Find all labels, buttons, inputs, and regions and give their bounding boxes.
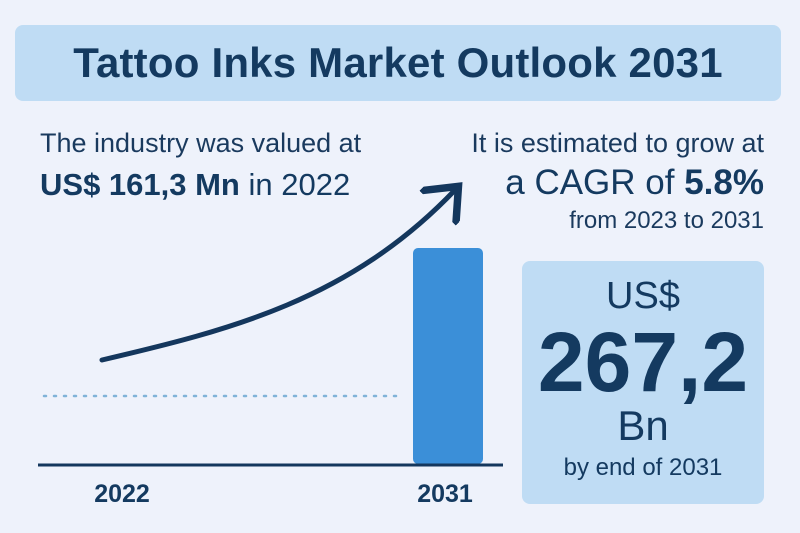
valuation-intro: The industry was valued at [40, 128, 362, 158]
projected-value: 267,2 [537, 315, 749, 409]
valuation-year: in 2022 [248, 167, 351, 202]
valuation-line: US$ 161,3 Mn in 2022 [40, 167, 361, 203]
cagr-value: 5.8% [684, 163, 764, 202]
projected-value-card: US$ 267,2 Bn by end of 2031 [522, 261, 764, 504]
projected-currency: US$ [606, 275, 680, 317]
valuation-note: The industry was valued at US$ 161,3 Mn … [40, 128, 361, 203]
growth-arrow [99, 190, 455, 363]
projected-caption: by end of 2031 [563, 454, 723, 481]
valuation-amount: US$ 161,3 Mn [40, 167, 240, 202]
growth-note: It is estimated to grow at a CAGR of 5.8… [471, 128, 764, 235]
title-banner: Tattoo Inks Market Outlook 2031 [15, 25, 781, 101]
cagr-line: a CAGR of 5.8% [471, 163, 764, 203]
x-tick-2031: 2031 [417, 480, 473, 508]
cagr-label: a CAGR of [505, 163, 675, 202]
bar-2031 [413, 248, 483, 464]
x-tick-2022: 2022 [94, 480, 150, 508]
growth-intro: It is estimated to grow at [471, 128, 764, 158]
page-title: Tattoo Inks Market Outlook 2031 [73, 39, 723, 86]
cagr-period: from 2023 to 2031 [569, 207, 764, 234]
projected-unit: Bn [617, 402, 669, 449]
